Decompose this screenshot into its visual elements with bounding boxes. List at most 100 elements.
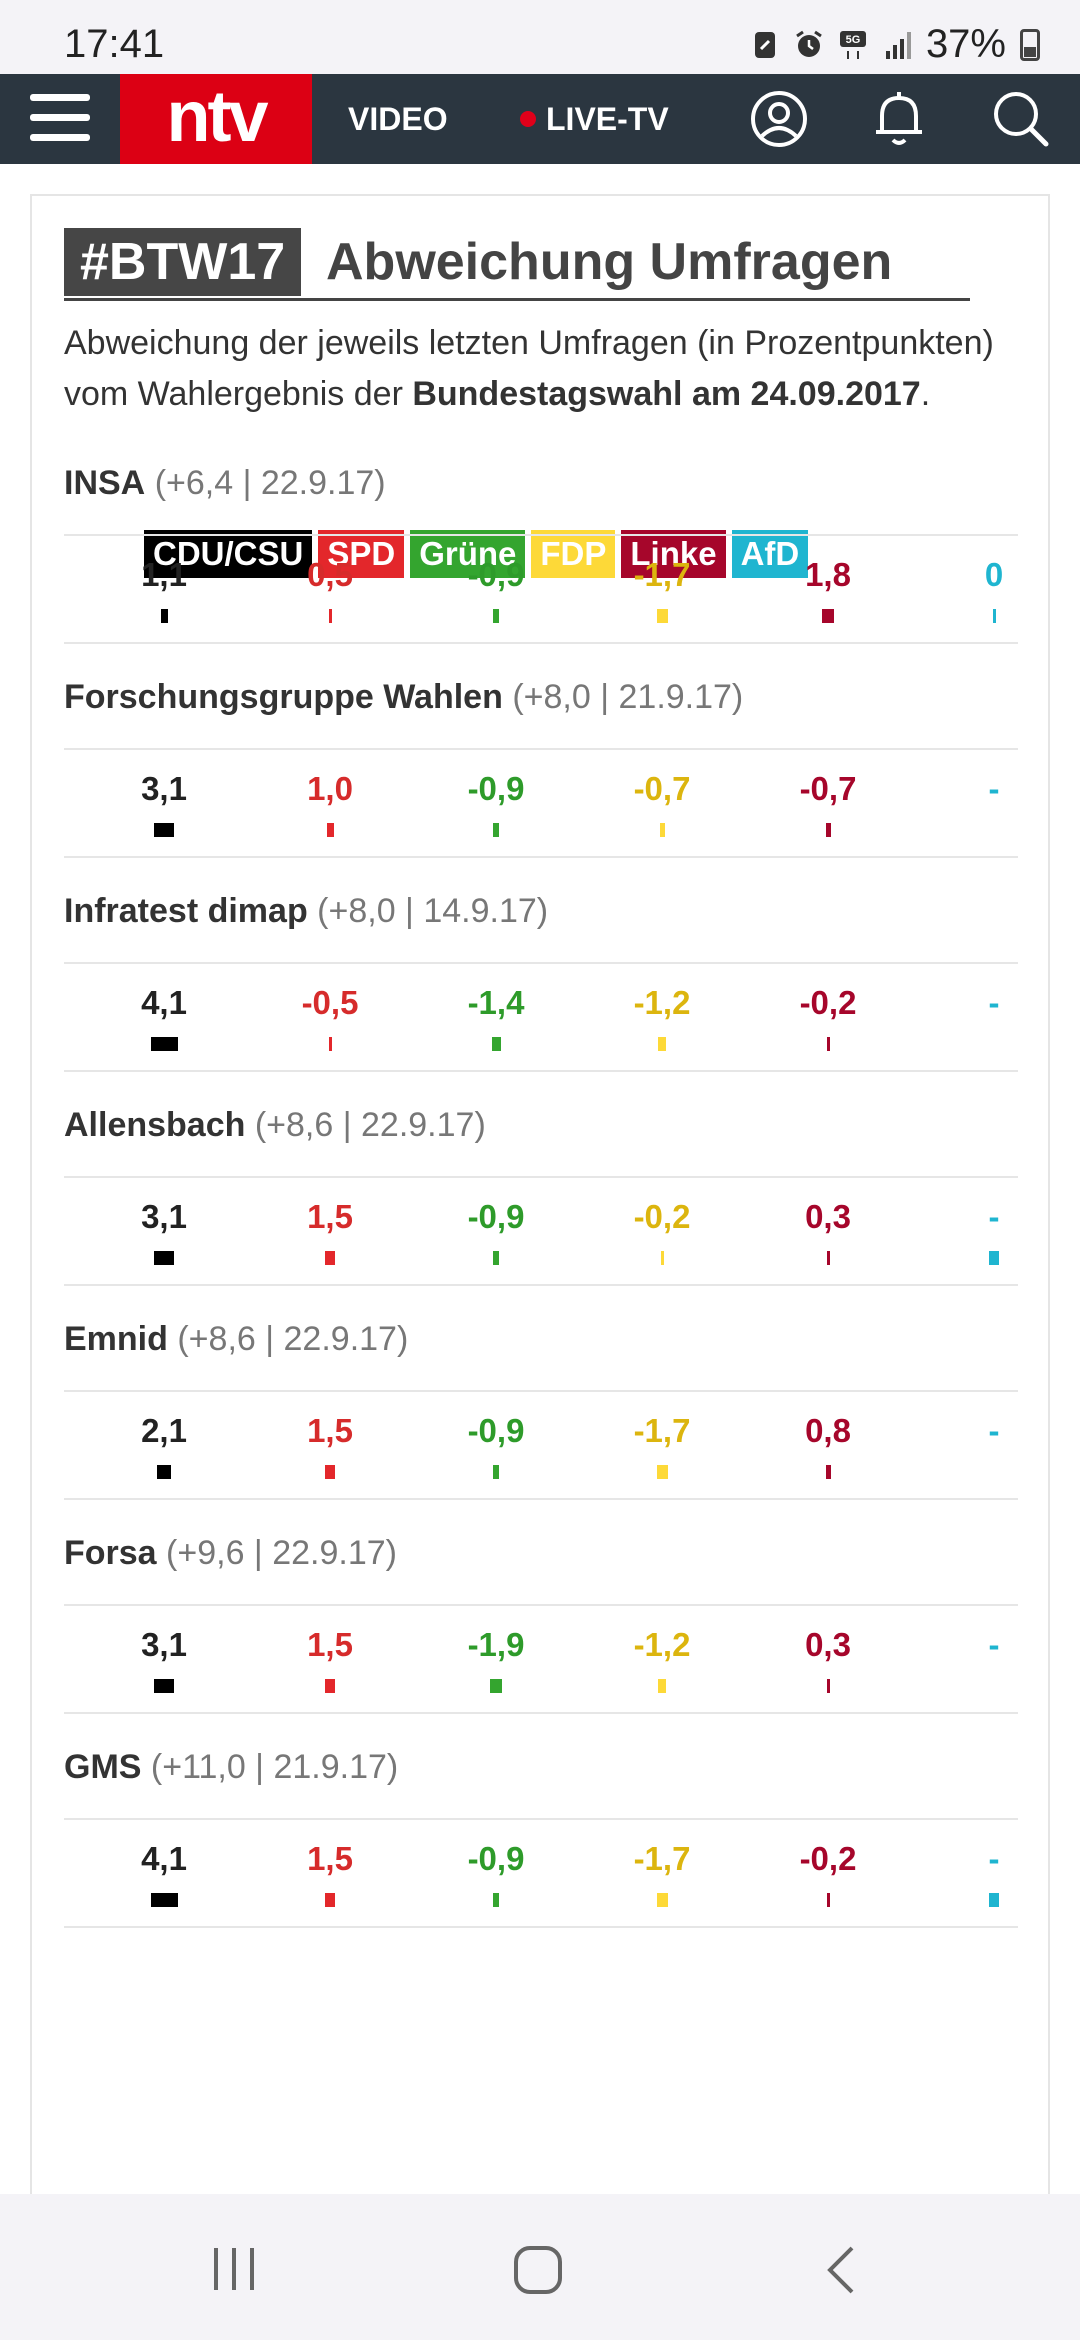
institute-name: INSA [64,464,146,502]
live-tv-label: LIVE-TV [546,101,669,137]
home-icon[interactable] [512,2244,564,2296]
value-cell: 0,8 [758,1392,898,1498]
value-cell: 1,5 [260,1178,400,1284]
app-header: ntv VIDEO LIVE-TV [0,74,1080,164]
value-cell: -1,9 [426,1606,566,1712]
nav-live-tv-link[interactable]: LIVE-TV [520,74,669,164]
deviation-value: 1,1 [141,556,187,593]
value-cell: 0,3 [758,1606,898,1712]
deviation-bar [825,1465,831,1479]
value-cell: 4,1 [94,964,234,1070]
institute-meta: (+8,6 | 22.9.17) [177,1320,409,1358]
value-cell: -0,2 [758,1820,898,1926]
deviation-value: -1,7 [633,1840,691,1877]
institute-heading: GMS (+11,0 | 21.9.17) [64,1748,398,1787]
institute-meta: (+6,4 | 22.9.17) [154,464,386,502]
legend-fdp: FDP [531,530,616,578]
deviation-value: -0,9 [467,770,525,807]
deviation-value: - [988,770,1000,807]
deviation-bar [989,1893,999,1907]
value-cell: -1,2 [592,1606,732,1712]
value-cell: - [924,1820,1018,1926]
legend-spd: SPD [318,530,405,578]
value-cell: 0,3 [758,1178,898,1284]
value-cell: -1,7 [592,1820,732,1926]
account-icon[interactable] [748,88,810,150]
status-icons: 5G 37% [750,22,1040,67]
deviation-bar [493,1465,499,1479]
value-cell: 1,0 [260,750,400,856]
deviation-value: -1,2 [633,1626,691,1663]
deviation-value: 3,1 [141,1198,187,1235]
deviation-value: -0,2 [799,1840,857,1877]
deviation-bar [150,1037,178,1051]
deviation-value: -1,4 [467,984,525,1021]
deviation-bar [660,1251,664,1265]
institute-heading: INSA (+6,4 | 22.9.17) [64,464,386,503]
search-icon[interactable] [990,88,1052,150]
value-cell: 1,5 [260,1820,400,1926]
party-legend: CDU/CSU SPD Grüne FDP Linke AfD [144,530,809,578]
deviation-value: 0 [984,556,1004,593]
value-cell: - [924,1606,1018,1712]
nav-video-link[interactable]: VIDEO [348,101,448,137]
value-cell: 4,1 [94,1820,234,1926]
value-cell: -0,7 [592,750,732,856]
network-5g-icon: 5G [839,30,866,59]
institute-name: GMS [64,1748,142,1786]
system-nav-bar [0,2194,1080,2340]
deviation-bar [822,609,834,623]
deviation-value: - [988,984,1000,1021]
institute-values-row: 3,1 1,0 -0,9 -0,7 -0,7 - [64,748,1018,858]
deviation-value: 0,5 [307,556,353,593]
signal-icon [885,31,911,59]
deviation-value: -0,9 [467,556,525,593]
value-cell: 1,5 [260,1392,400,1498]
deviation-value: 1,5 [307,1412,353,1449]
value-cell: -0,5 [260,964,400,1070]
deviation-bar [154,1251,174,1265]
deviation-value: -1,2 [633,984,691,1021]
deviation-bar [491,1037,501,1051]
legend-linke: Linke [621,530,726,578]
deviation-value: 3,1 [141,770,187,807]
back-icon[interactable] [822,2244,862,2296]
legend-afd: AfD [731,530,809,578]
institute-heading: Infratest dimap (+8,0 | 14.9.17) [64,892,548,931]
deviation-bar [328,1037,332,1051]
live-dot-icon [520,110,536,127]
deviation-value: 1,8 [805,556,851,593]
deviation-value: 0,3 [805,1198,851,1235]
menu-icon[interactable] [30,86,94,150]
deviation-value: 1,5 [307,1626,353,1663]
deviation-bar [150,1893,178,1907]
value-cell: 1,1 [94,536,234,642]
battery-icon [1020,28,1040,61]
deviation-bar [493,609,499,623]
deviation-bar [325,1893,335,1907]
deviation-bar [154,1679,174,1693]
deviation-value: -0,9 [467,1412,525,1449]
value-cell: -0,9 [426,536,566,642]
institute-heading: Forschungsgruppe Wahlen (+8,0 | 21.9.17) [64,678,743,717]
institute-heading: Emnid (+8,6 | 22.9.17) [64,1320,408,1359]
value-cell: -1,7 [592,536,732,642]
deviation-value: 4,1 [141,984,187,1021]
institute-name: Allensbach [64,1106,246,1144]
value-cell: -0,2 [592,1178,732,1284]
deviation-bar [826,1037,830,1051]
institute-values-row: 4,1 -0,5 -1,4 -1,2 -0,2 - [64,962,1018,1072]
network-label: 5G [846,34,861,46]
recent-apps-icon[interactable] [208,2244,260,2294]
deviation-bar [490,1679,502,1693]
deviation-value: 1,5 [307,1198,353,1235]
deviation-value: 4,1 [141,1840,187,1877]
deviation-bar [825,823,831,837]
notification-bell-icon[interactable] [868,88,930,150]
status-time: 17:41 [64,22,165,66]
deviation-bar [658,1037,666,1051]
ntv-logo[interactable]: ntv [120,74,312,164]
sim-icon [754,31,775,58]
value-cell: -0,7 [758,750,898,856]
deviation-value: 0,8 [805,1412,851,1449]
